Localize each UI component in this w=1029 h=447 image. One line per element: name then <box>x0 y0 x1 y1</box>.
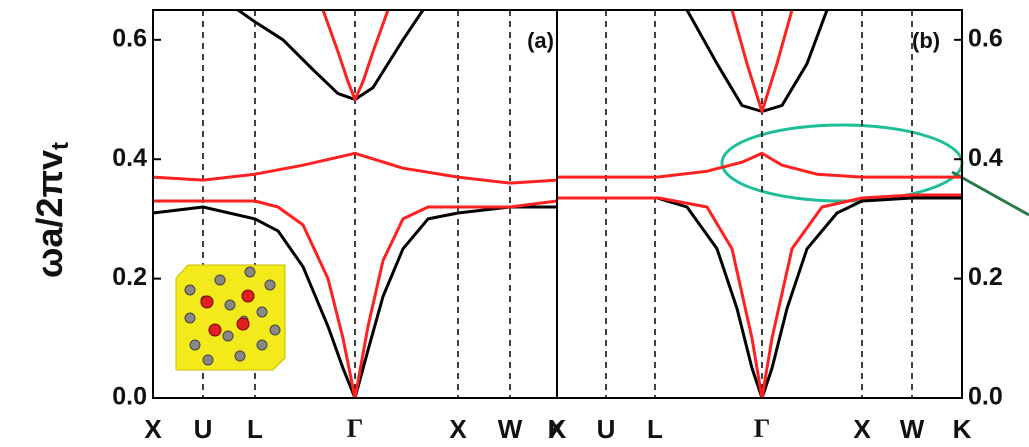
panel-label: (b) <box>912 28 940 53</box>
x-tick-label: X <box>449 414 467 444</box>
band-line <box>153 205 557 398</box>
band-line <box>153 199 557 398</box>
x-tick-label: U <box>597 414 616 444</box>
x-tick-label: L <box>247 414 263 444</box>
y-tick-label: 0.6 <box>112 24 147 52</box>
y-axis-label-main: ωa/2πv <box>29 150 70 278</box>
x-tick-label: W <box>498 414 523 444</box>
x-tick-label: K <box>548 414 567 444</box>
band-line <box>153 151 557 185</box>
band-line <box>730 10 794 113</box>
y-tick-label: 0.0 <box>112 383 147 411</box>
highlight-ellipse <box>720 123 964 203</box>
band-line <box>237 10 425 101</box>
band-line <box>557 151 962 179</box>
x-tick-label: U <box>194 414 213 444</box>
crystal-inset <box>175 264 286 371</box>
band-line <box>557 196 962 398</box>
y-tick-label: 0.4 <box>112 144 147 172</box>
panel-label: (a) <box>527 28 554 53</box>
x-tick-label: K <box>953 414 972 444</box>
x-tick-label: W <box>900 414 925 444</box>
x-tick-label: X <box>144 414 162 444</box>
y-axis-label-sub: t <box>47 142 74 150</box>
y-tick-label: 0.2 <box>968 263 1003 291</box>
plot-frame <box>556 9 963 399</box>
y-tick-label: 0.2 <box>112 263 147 291</box>
x-tick-label: X <box>853 414 871 444</box>
y-tick-label: 0.6 <box>968 24 1003 52</box>
x-tick-label: X <box>548 414 566 444</box>
x-tick-label: Γ <box>754 414 771 443</box>
x-tick-label: L <box>647 414 663 444</box>
band-line <box>557 193 962 398</box>
plot-lines <box>153 10 557 398</box>
y-tick-label: 0.0 <box>968 383 1003 411</box>
y-tick-label: 0.4 <box>968 144 1003 172</box>
x-tick-label: Γ <box>347 414 364 443</box>
plot-lines <box>557 10 962 398</box>
y-axis-label: ωa/2πvt <box>29 142 75 278</box>
pointer-arrow <box>951 170 1029 217</box>
band-line <box>321 10 390 101</box>
